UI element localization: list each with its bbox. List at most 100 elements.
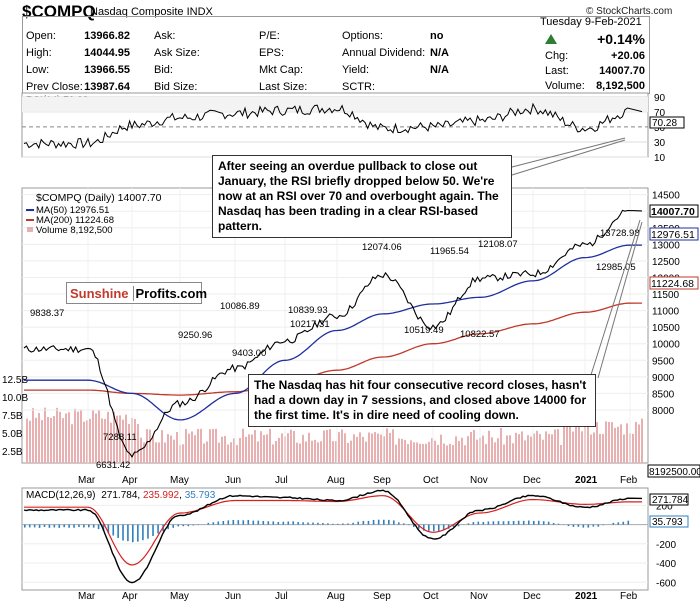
histogram-bar [177, 524, 180, 527]
volume-bar [443, 443, 445, 463]
volume-bar [521, 431, 523, 463]
volume-bar [113, 411, 115, 463]
rsi-line [23, 102, 643, 150]
price-legend-main: $COMPQ (Daily) 14007.70 [36, 192, 162, 204]
volume-bar [74, 408, 76, 463]
pe-label: P/E: [259, 30, 280, 42]
price-tick-label: 9000 [652, 373, 675, 384]
volume-bar [380, 434, 382, 463]
open-label: Open: [26, 30, 56, 42]
volume-bar [209, 429, 211, 463]
price-last-tag: 14007.70 [651, 206, 695, 218]
x-tick-label: Sep [373, 475, 391, 486]
volume-bar [38, 412, 40, 463]
price-label: 9403.00 [232, 348, 266, 359]
volume-bar [218, 442, 220, 463]
histogram-bar [78, 524, 80, 528]
volume-bar [524, 440, 526, 463]
histogram-bar [232, 519, 235, 525]
legend-ma200: MA(200) 11224.68 [36, 215, 114, 226]
volume-bar [434, 440, 436, 463]
high-label: High: [26, 47, 52, 59]
price-tick-label: 14500 [652, 191, 680, 202]
ask-size-label: Ask Size: [154, 47, 200, 59]
histogram-bar [592, 524, 595, 527]
volume-bar [200, 428, 202, 463]
volume-bar [98, 410, 100, 463]
rsi-tick-label: 70 [654, 108, 666, 119]
volume-bar [128, 424, 130, 463]
histogram-bar [418, 524, 420, 529]
high-value: 14044.95 [84, 47, 130, 59]
volume-bar [446, 445, 448, 463]
price-x-axis: Mar Apr May Jun Jul Aug Sep Oct Nov Dec 2021 Feb [78, 475, 638, 486]
ma50-last-tag: 12976.51 [651, 229, 695, 241]
histogram-bar [413, 524, 415, 528]
volume-bar [53, 416, 55, 463]
volume-bar [599, 433, 601, 463]
histogram-bar [107, 524, 110, 534]
macd-tick-label: 200 [656, 501, 673, 512]
volume-bar [155, 442, 157, 463]
macd-y-axis: -600 -400 -200 200 [656, 501, 676, 589]
histogram-bar [147, 524, 149, 539]
histogram-bar [557, 523, 560, 525]
price-tick-label: 10500 [652, 323, 680, 334]
volume-bar [293, 431, 295, 463]
histogram-bar [457, 524, 460, 527]
volume-bars [26, 407, 643, 463]
bid-size-label: Bid Size: [154, 81, 198, 93]
quote-date: Tuesday 9-Feb-2021 [540, 16, 642, 28]
histogram-bar [507, 521, 510, 525]
histogram-bar [572, 524, 575, 527]
yield-label: Yield: [342, 64, 370, 76]
macd-line [23, 489, 643, 584]
price-label: 12985.05 [596, 262, 636, 273]
volume-bar [503, 444, 505, 463]
volume-bar [215, 428, 217, 463]
volume-bar [374, 432, 376, 463]
histogram-bar [582, 524, 585, 528]
volume-bar [245, 436, 247, 463]
volume-bar [506, 435, 508, 463]
volume-bar [341, 429, 343, 463]
volume-bar [467, 436, 469, 463]
histogram-bar [567, 524, 570, 527]
histogram-bar [447, 524, 450, 529]
volume-bar [302, 434, 304, 463]
volume-bar [362, 436, 364, 463]
histogram-bar [282, 521, 285, 525]
volume-bar [299, 443, 301, 463]
histogram-bar [172, 524, 175, 528]
volume-bar [455, 436, 457, 463]
volume-bar [596, 422, 598, 463]
histogram-bar [267, 521, 270, 525]
histogram-bar [517, 520, 520, 525]
volume-bar [527, 435, 529, 463]
volume-bar [164, 442, 166, 463]
volume-bar [386, 428, 388, 463]
histogram-bar [152, 524, 154, 536]
histogram-bar [512, 520, 515, 525]
volume-bar [143, 442, 145, 463]
volume-bar [308, 432, 310, 463]
volume-bar [29, 420, 31, 463]
histogram-bar [187, 524, 190, 527]
volume-bar [470, 431, 472, 463]
x-tick-label: 2021 [575, 591, 598, 602]
bid-label: Bid: [154, 64, 173, 76]
histogram-bar [262, 520, 265, 525]
x-tick-label: Apr [122, 591, 138, 602]
volume-tick-label: 12.5B [2, 375, 28, 386]
volume-bar [26, 418, 28, 463]
options-value: no [430, 30, 444, 42]
price-label: 10217.31 [290, 319, 330, 330]
histogram-bar [68, 524, 70, 528]
histogram-bar [497, 521, 500, 525]
volume-bar [89, 418, 91, 463]
histogram-bar [28, 524, 31, 528]
histogram-bar [257, 520, 260, 525]
volume-bar [104, 418, 106, 463]
histogram-bar [92, 524, 95, 528]
price-labels: 9838.37 6631.42 7288.11 9250.96 9403.00 10086… [30, 228, 640, 471]
